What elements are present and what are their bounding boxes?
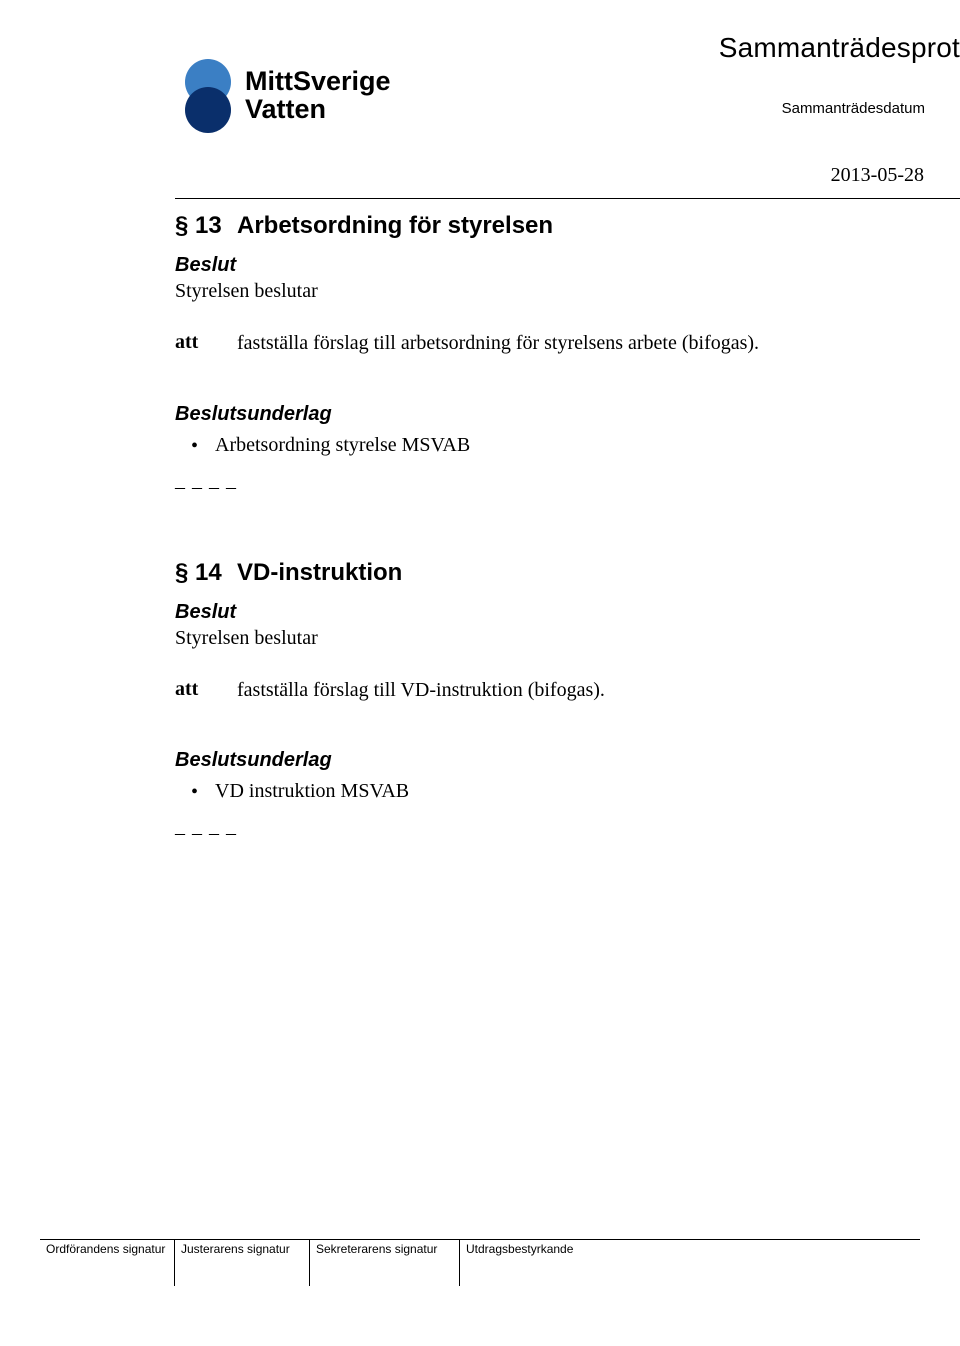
section-number: § 14 <box>175 559 237 587</box>
bullet-item: • VD instruktion MSVAB <box>191 780 875 804</box>
bullet-text: VD instruktion MSVAB <box>215 780 409 803</box>
section-number: § 13 <box>175 212 237 240</box>
section-gap <box>175 499 875 559</box>
meeting-date: 2013-05-28 <box>831 164 924 187</box>
page: MittSverige Vatten Sammanträdesprot Samm… <box>0 0 960 1346</box>
att-row: att fastställa förslag till VD-instrukti… <box>175 678 875 704</box>
bullet-icon: • <box>191 434 215 458</box>
beslut-label: Beslut <box>175 601 875 624</box>
footer-row: Ordförandens signatur Justerarens signat… <box>40 1240 920 1286</box>
bullet-icon: • <box>191 780 215 804</box>
beslut-label: Beslut <box>175 254 875 277</box>
att-text: fastställa förslag till VD-instruktion (… <box>237 678 875 704</box>
section-divider: – – – – <box>175 476 875 499</box>
content: § 13Arbetsordning för styrelsen Beslut S… <box>175 212 875 845</box>
att-text: fastställa förslag till arbetsordning fö… <box>237 331 875 357</box>
section-13: § 13Arbetsordning för styrelsen Beslut S… <box>175 212 875 499</box>
footer-cell-justerare: Justerarens signatur <box>175 1240 310 1286</box>
logo-icon: MittSverige Vatten <box>175 52 410 142</box>
section-divider: – – – – <box>175 822 875 845</box>
logo: MittSverige Vatten <box>175 52 410 142</box>
section-title: § 14VD-instruktion <box>175 559 875 587</box>
header-rule <box>175 198 960 199</box>
logo-text-bottom: Vatten <box>245 94 326 124</box>
section-heading: Arbetsordning för styrelsen <box>237 212 553 239</box>
underlag-label: Beslutsunderlag <box>175 749 875 772</box>
section-title: § 13Arbetsordning för styrelsen <box>175 212 875 240</box>
att-key: att <box>175 678 237 704</box>
header: MittSverige Vatten Sammanträdesprot Samm… <box>0 32 960 182</box>
footer-cell-utdrag: Utdragsbestyrkande <box>460 1240 920 1286</box>
underlag-label: Beslutsunderlag <box>175 403 875 426</box>
footer-cell-ordforande: Ordförandens signatur <box>40 1240 175 1286</box>
beslut-text: Styrelsen beslutar <box>175 280 875 303</box>
footer-cell-sekreterare: Sekreterarens signatur <box>310 1240 460 1286</box>
att-key: att <box>175 331 237 357</box>
beslut-text: Styrelsen beslutar <box>175 627 875 650</box>
footer: Ordförandens signatur Justerarens signat… <box>40 1239 920 1286</box>
att-row: att fastställa förslag till arbetsordnin… <box>175 331 875 357</box>
logo-text-top: MittSverige <box>245 66 391 96</box>
section-14: § 14VD-instruktion Beslut Styrelsen besl… <box>175 559 875 846</box>
bullet-text: Arbetsordning styrelse MSVAB <box>215 434 470 457</box>
bullet-item: • Arbetsordning styrelse MSVAB <box>191 434 875 458</box>
section-heading: VD-instruktion <box>237 559 402 586</box>
doc-type: Sammanträdesprot <box>719 32 960 64</box>
doc-subheader: Sammanträdesdatum <box>782 100 925 117</box>
